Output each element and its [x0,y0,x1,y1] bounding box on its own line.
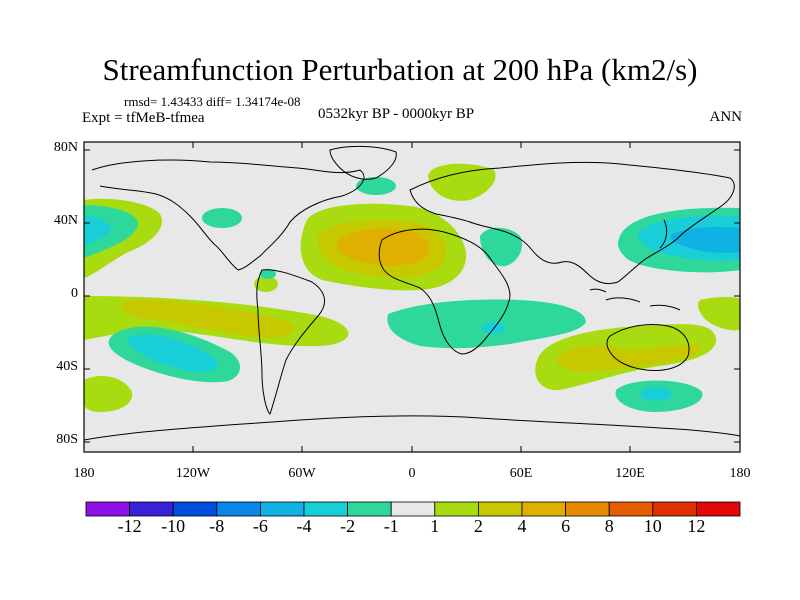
axis-ticks [83,142,741,452]
lat-label: 80S [56,432,78,447]
lat-label: 80N [53,140,78,155]
colorbar-swatch [85,501,130,517]
contour-fields [84,145,740,441]
contour-neg-se-core [640,387,672,401]
coast-indonesia [589,288,681,311]
lat-label: 40N [53,213,78,228]
colorbar-swatch [434,501,479,517]
contour-pos-scandinavia [428,163,496,201]
colorbar-label: -8 [209,516,225,536]
contour-neg-spacific-2 [127,334,218,373]
colorbar-label: 4 [517,516,527,536]
lon-label: 120W [175,466,211,481]
contour-neg-npacific-west-inner [84,205,139,258]
coast-south-america [256,269,326,415]
colorbar-label: 12 [687,516,706,536]
coastlines [84,145,740,441]
colorbar-swatch [565,501,610,517]
contour-neg-carib [260,269,276,279]
contour-pos-wpac [697,297,740,331]
colorbar-label: 10 [643,516,662,536]
contour-neg-npacific-east-3 [670,226,740,253]
lon-label: 60E [509,466,533,481]
colorbar-label: -2 [340,516,356,536]
coast-greenland [329,145,397,180]
colorbar-label: -4 [296,516,312,536]
colorbar-label: 2 [473,516,483,536]
colorbar-swatch [216,501,261,517]
coast-north-america [91,159,365,271]
lon-label: 0 [408,466,416,481]
contour-pos-spacific-2 [121,299,294,338]
colorbar-swatch [303,501,348,517]
colorbar-swatch [172,501,218,517]
colorbar-swatch [259,501,305,517]
lon-label: 120E [615,466,645,481]
colorbar-swatch [652,501,697,517]
colorbar-label: -1 [383,516,399,536]
colorbar-swatch [477,501,523,517]
lon-label: 180 [729,466,751,481]
colorbar-label: 8 [604,516,614,536]
colorbar-swatch [347,501,392,517]
colorbar-swatch [696,501,741,517]
lat-label: 0 [71,286,78,301]
lon-label: 60W [288,466,316,481]
colorbar-swatch [129,501,174,517]
coast-eurasia [409,161,735,285]
contour-pos-australia-2 [556,344,701,372]
lon-label: 180 [73,466,95,481]
experiment-label: Expt = tfMeB-tfmea [82,110,205,126]
contour-neg-mideast [480,227,523,267]
colorbar-label: -10 [161,516,186,536]
colorbar [85,501,741,517]
contour-pos-sw [84,376,133,412]
season-label: ANN [709,109,743,125]
colorbar-label: 1 [430,516,440,536]
lat-label: 40S [56,359,78,374]
contour-neg-npacific-west-core [84,215,111,246]
map-title: Streamfunction Perturbation at 200 hPa (… [102,52,698,87]
colorbar-label: -6 [252,516,268,536]
coast-antarctica [84,415,740,441]
stats-text: rmsd= 1.43433 diff= 1.34174e-08 [124,94,301,109]
coast-japan [659,219,668,249]
contour-pos-andes [254,276,278,292]
contour-neg-greenland [356,177,396,195]
colorbar-swatch [608,501,654,517]
coast-australia [606,323,690,371]
colorbar-swatch [521,501,566,517]
colorbar-label: 6 [561,516,571,536]
coast-africa [378,228,511,355]
contour-neg-wamerica [202,208,242,228]
colorbar-label: -12 [117,516,142,536]
colorbar-swatch [390,501,436,517]
period-label: 0532kyr BP - 0000kyr BP [318,106,475,122]
contour-pos-atlantic-3 [337,228,430,266]
